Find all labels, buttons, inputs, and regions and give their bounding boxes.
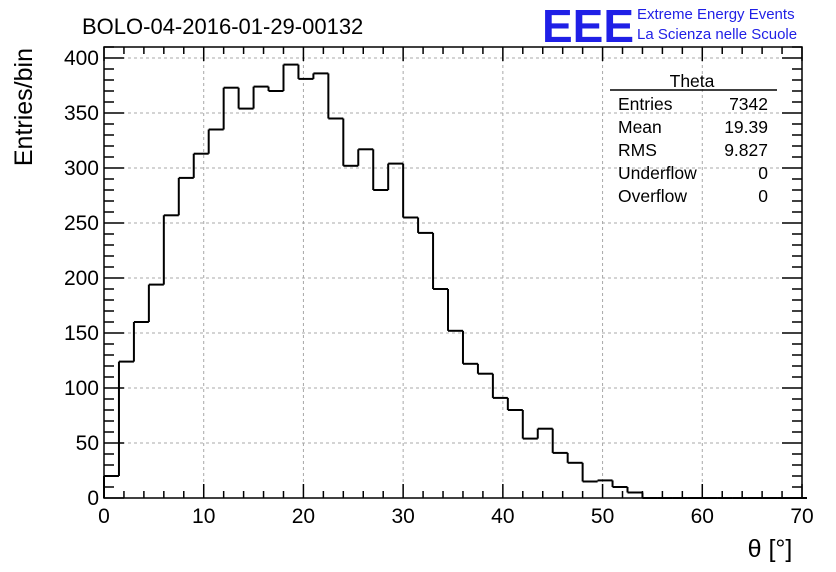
axis-ticks — [103, 46, 803, 499]
y-tick-label: 250 — [64, 212, 99, 235]
grid-lines — [104, 47, 802, 498]
stats-label-entries: Entries — [618, 94, 673, 114]
y-tick-label: 350 — [64, 102, 99, 125]
eee-logo-line2: La Scienza nelle Scuole — [637, 26, 797, 43]
x-tick-label: 10 — [192, 505, 215, 528]
stats-label-rms: RMS — [618, 140, 657, 160]
plot-frame — [103, 46, 803, 499]
stats-box: Theta Entries 7342 Mean 19.39 RMS 9.827 … — [610, 71, 777, 206]
x-tick-label: 40 — [491, 505, 514, 528]
eee-logo-line1: Extreme Energy Events — [637, 6, 795, 23]
x-tick-label: 70 — [790, 505, 813, 528]
stats-title: Theta — [670, 71, 715, 91]
chart-title: BOLO-04-2016-01-29-00132 — [82, 14, 363, 39]
x-tick-label: 50 — [591, 505, 614, 528]
stats-value-underflow: 0 — [758, 163, 768, 183]
stats-value-rms: 9.827 — [724, 140, 768, 160]
x-tick-label: 60 — [691, 505, 714, 528]
x-tick-label: 0 — [98, 505, 110, 528]
tick-labels: 0 10 20 30 40 50 60 70 0 50 100 150 200 250 300 350 400 — [64, 47, 814, 528]
histogram-series — [103, 63, 807, 499]
stats-label-underflow: Underflow — [618, 163, 697, 183]
stats-value-mean: 19.39 — [724, 117, 768, 137]
y-tick-label: 0 — [87, 487, 99, 510]
y-tick-label: 100 — [64, 377, 99, 400]
stats-label-mean: Mean — [618, 117, 662, 137]
x-tick-label: 20 — [292, 505, 315, 528]
y-tick-label: 400 — [64, 47, 99, 70]
x-tick-label: 30 — [391, 505, 414, 528]
y-tick-label: 200 — [64, 267, 99, 290]
eee-logo-mark: EEE — [542, 0, 634, 52]
y-tick-label: 150 — [64, 322, 99, 345]
stats-value-entries: 7342 — [729, 94, 768, 114]
y-axis-label: Entries/bin — [10, 48, 38, 166]
stats-label-overflow: Overflow — [618, 186, 687, 206]
y-tick-label: 300 — [64, 157, 99, 180]
y-tick-label: 50 — [76, 432, 99, 455]
stats-value-overflow: 0 — [758, 186, 768, 206]
eee-logo: EEE Extreme Energy Events La Scienza nel… — [542, 0, 797, 52]
x-axis-label: θ [°] — [748, 535, 793, 563]
